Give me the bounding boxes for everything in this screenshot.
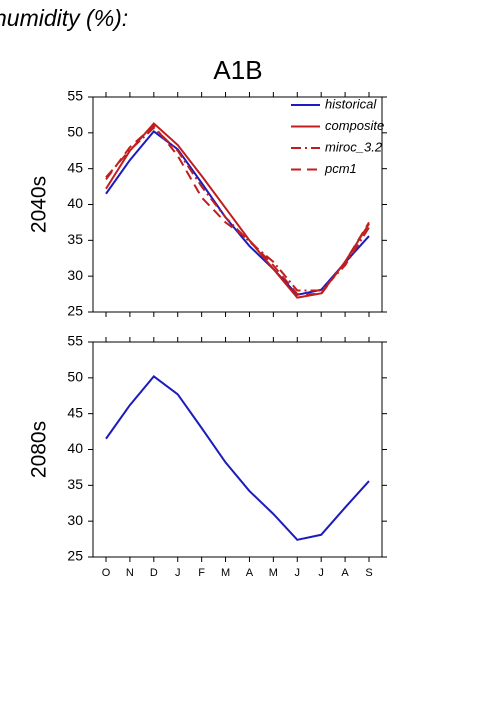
y-tick-label: 35 — [67, 231, 83, 247]
chart-title: A1B — [213, 55, 262, 85]
x-tick-label: D — [150, 567, 158, 579]
y-tick-label: 45 — [67, 159, 83, 175]
x-tick-label: J — [175, 567, 181, 579]
x-tick-label: J — [295, 567, 301, 579]
legend-label: historical — [325, 96, 377, 111]
x-tick-label: M — [221, 567, 230, 579]
y-tick-label: 35 — [67, 476, 83, 492]
plot-frame — [92, 341, 383, 558]
x-tick-label: J — [318, 567, 324, 579]
y-tick-label: 30 — [67, 267, 83, 283]
x-tick-label: N — [126, 567, 134, 579]
y-tick-label: 50 — [67, 124, 83, 140]
y-tick-label: 55 — [67, 88, 83, 104]
y-tick-label: 50 — [67, 369, 83, 385]
x-tick-label: F — [198, 567, 205, 579]
series-line — [105, 375, 370, 541]
x-tick-label: S — [365, 567, 372, 579]
legend-label: pcm1 — [324, 161, 357, 176]
series-line — [105, 126, 370, 292]
x-tick-label: M — [269, 567, 278, 579]
series-line — [105, 124, 370, 296]
y-axis-label: 2080s — [28, 421, 51, 478]
x-tick-label: A — [246, 567, 254, 579]
y-tick-label: 25 — [67, 303, 83, 319]
y-tick-label: 30 — [67, 512, 83, 528]
x-tick-label: A — [341, 567, 349, 579]
y-tick-label: 25 — [67, 548, 83, 564]
series-line — [105, 130, 370, 296]
y-tick-label: 55 — [67, 333, 83, 349]
x-tick-label: O — [102, 567, 111, 579]
y-tick-label: 40 — [67, 195, 83, 211]
legend-label: miroc_3.2 — [325, 139, 383, 154]
y-tick-label: 40 — [67, 440, 83, 456]
heading: humidity (%): — [0, 5, 128, 31]
y-tick-label: 45 — [67, 404, 83, 420]
legend-label: composite — [325, 118, 384, 133]
y-axis-label: 2040s — [28, 176, 51, 233]
